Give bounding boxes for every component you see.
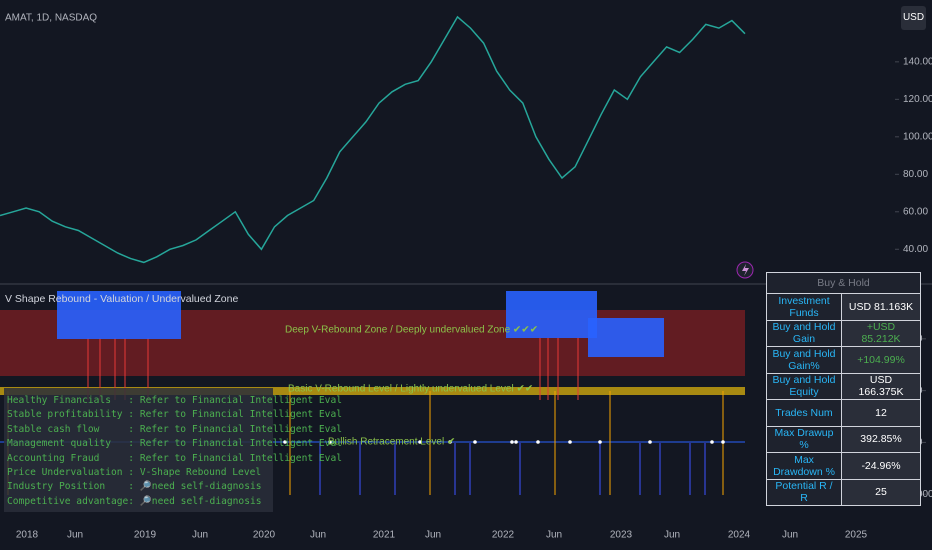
x-tick-label: 2018 — [16, 530, 39, 541]
info-box — [506, 291, 597, 338]
table-title: Buy & Hold — [766, 272, 921, 294]
info-box — [588, 318, 664, 357]
x-tick-label: 2025 — [845, 530, 868, 541]
zone-label: Deep V-Rebound Zone / Deeply undervalued… — [285, 325, 538, 336]
signal-dot — [648, 440, 652, 444]
panel-line: Accounting Fraud : Refer to Financial In… — [7, 452, 343, 464]
alert-bolt — [742, 264, 749, 276]
signal-dot — [710, 440, 714, 444]
panel-line: Stable profitability : Refer to Financia… — [7, 409, 343, 421]
signal-dot — [598, 440, 602, 444]
y-tick-label: 40.00 — [903, 244, 928, 255]
panel-line: Management quality : Refer to Financial … — [7, 438, 343, 450]
signal-dot — [448, 440, 452, 444]
x-tick-label: 2022 — [492, 530, 515, 541]
cell: Investment Funds — [766, 293, 842, 321]
cell: +104.99% — [841, 346, 921, 374]
cell: 25 — [841, 478, 921, 506]
signal-dot — [514, 440, 518, 444]
currency-button[interactable]: USD — [901, 6, 926, 30]
zone-label: Basic V-Rebound Level / Lightly underval… — [288, 384, 533, 395]
symbol-title: AMAT, 1D, NASDAQ — [5, 13, 97, 24]
signal-dot — [328, 440, 332, 444]
y-tick-label: 140.00 — [903, 56, 932, 67]
x-tick-label: 2020 — [253, 530, 276, 541]
x-tick-label: 2024 — [728, 530, 751, 541]
panel-line: Stable cash flow : Refer to Financial In… — [7, 423, 343, 435]
signal-lines — [7, 338, 725, 495]
signal-dot — [473, 440, 477, 444]
cell: Buy and Hold Gain — [766, 319, 842, 347]
cell: Potential R / R — [766, 478, 842, 506]
cell: Trades Num — [766, 399, 842, 427]
x-tick-label: 2019 — [134, 530, 157, 541]
signal-dot — [418, 440, 422, 444]
panel-line: Healthy Financials : Refer to Financial … — [7, 395, 343, 406]
y-tick-label: 60.00 — [903, 206, 928, 217]
cell: Buy and Hold Gain% — [766, 346, 842, 374]
y-tick-label: 100.00 — [903, 131, 932, 142]
panel-line: Price Undervaluation : V-Shape Rebound L… — [7, 466, 262, 478]
stats-table: Buy & Hold Investment Funds USD 81.163K B… — [766, 272, 921, 506]
signal-dot — [510, 440, 514, 444]
x-tick-label: Jun — [546, 530, 562, 541]
cell: Buy and Hold Equity — [766, 372, 842, 400]
panel-line: Industry Position : 🔎need self-diagnosis — [7, 481, 262, 493]
cell: 392.85% — [841, 425, 921, 453]
time-axis-bg — [0, 518, 932, 550]
y-tick-label: 120.00 — [903, 94, 932, 105]
basic-level — [0, 387, 745, 395]
indicator-title: V Shape Rebound - Valuation / Undervalue… — [5, 293, 238, 305]
x-tick-label: 2023 — [610, 530, 633, 541]
zone-label: Bullish Retracement Level ✔ — [328, 437, 455, 448]
x-tick-label: Jun — [782, 530, 798, 541]
x-tick-label: Jun — [192, 530, 208, 541]
x-tick-label: Jun — [425, 530, 441, 541]
cell: +USD 85.212K — [841, 319, 921, 347]
signal-dot — [283, 440, 287, 444]
fundamentals-panel: Healthy Financials : Refer to Financial … — [4, 388, 343, 512]
cell: Max Drawdown % — [766, 452, 842, 480]
price-line — [0, 15, 746, 264]
panel-line: Competitive advantage: 🔎need self-diagno… — [7, 495, 262, 507]
signal-dot — [536, 440, 540, 444]
cell: USD 81.163K — [841, 293, 921, 321]
cell: USD 166.375K — [841, 372, 921, 400]
pane-divider — [0, 283, 932, 285]
cell: -24.96% — [841, 452, 921, 480]
x-tick-label: Jun — [664, 530, 680, 541]
x-tick-label: Jun — [67, 530, 83, 541]
y-tick-label: 80.00 — [903, 169, 928, 180]
signal-dot — [568, 440, 572, 444]
info-box — [57, 291, 181, 339]
signal-dot — [721, 440, 725, 444]
x-tick-label: 2021 — [373, 530, 396, 541]
cell: 12 — [841, 399, 921, 427]
cell: Max Drawup % — [766, 425, 842, 453]
x-tick-label: Jun — [310, 530, 326, 541]
